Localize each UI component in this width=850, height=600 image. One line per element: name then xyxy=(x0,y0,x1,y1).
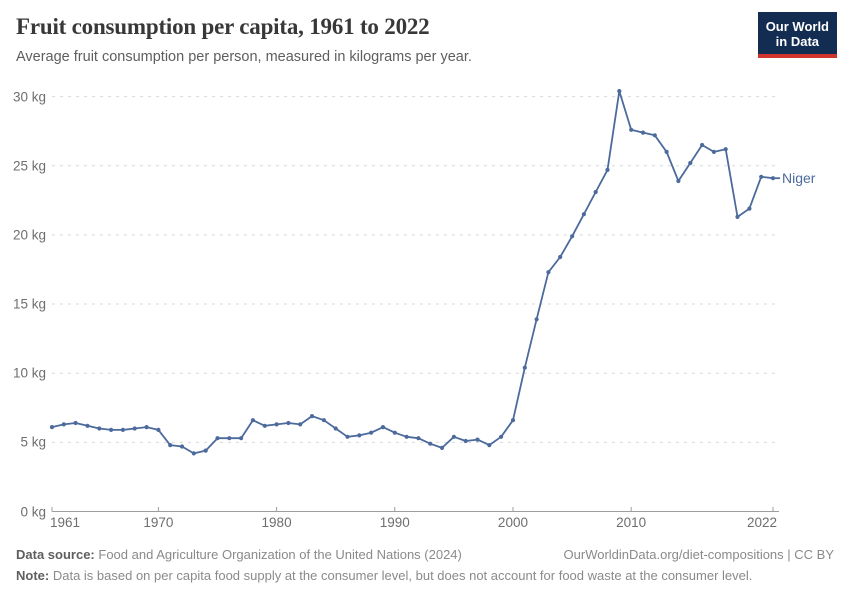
chart-subtitle: Average fruit consumption per person, me… xyxy=(16,49,472,65)
data-point[interactable] xyxy=(664,149,669,154)
note-label: Note: xyxy=(16,568,50,583)
data-point[interactable] xyxy=(404,434,409,439)
y-axis-tick-label: 30 kg xyxy=(12,89,46,105)
data-point[interactable] xyxy=(191,451,196,456)
data-point[interactable] xyxy=(49,425,55,430)
data-point[interactable] xyxy=(262,423,267,428)
x-axis-tick-label: 1980 xyxy=(261,515,292,530)
data-point[interactable] xyxy=(747,206,752,211)
y-axis-tick-label: 15 kg xyxy=(12,296,46,312)
data-line-niger[interactable] xyxy=(51,90,774,455)
data-point[interactable] xyxy=(61,422,66,427)
series-label-niger: Niger xyxy=(782,170,816,187)
data-point[interactable] xyxy=(85,423,90,428)
data-point[interactable] xyxy=(558,254,563,260)
data-point[interactable] xyxy=(510,418,516,423)
footer-note-row: Note: Data is based on per capita food s… xyxy=(16,568,834,583)
data-point[interactable] xyxy=(546,270,551,275)
data-point[interactable] xyxy=(770,176,776,181)
data-point[interactable] xyxy=(369,430,374,435)
data-point[interactable] xyxy=(156,427,161,432)
data-point[interactable] xyxy=(640,130,646,135)
data-point[interactable] xyxy=(534,317,539,322)
data-point[interactable] xyxy=(475,437,480,442)
page-title: Fruit consumption per capita, 1961 to 20… xyxy=(16,14,430,39)
x-axis-tick-label: 1961 xyxy=(50,515,81,530)
data-point[interactable] xyxy=(593,189,598,195)
data-point[interactable] xyxy=(97,426,102,431)
data-point[interactable] xyxy=(487,443,492,448)
data-point[interactable] xyxy=(333,426,338,431)
owid-logo-line1: Our World xyxy=(765,19,829,34)
data-point[interactable] xyxy=(239,436,244,441)
data-point[interactable] xyxy=(250,418,255,423)
data-point[interactable] xyxy=(428,441,433,446)
data-point[interactable] xyxy=(676,178,681,184)
data-point[interactable] xyxy=(227,436,232,441)
data-point[interactable] xyxy=(735,214,740,219)
data-source-text: Data source: Food and Agriculture Organi… xyxy=(16,547,462,562)
data-point[interactable] xyxy=(309,414,315,419)
data-point[interactable] xyxy=(581,212,587,217)
data-point[interactable] xyxy=(321,418,326,423)
x-axis-tick-label: 1970 xyxy=(143,515,174,530)
data-point[interactable] xyxy=(345,434,350,439)
data-point[interactable] xyxy=(759,174,764,179)
data-point[interactable] xyxy=(522,365,527,370)
data-point[interactable] xyxy=(700,142,705,148)
data-point[interactable] xyxy=(652,133,657,138)
data-point[interactable] xyxy=(120,427,125,432)
data-point[interactable] xyxy=(73,420,78,426)
data-point[interactable] xyxy=(463,438,468,444)
note-text: Data is based on per capita food supply … xyxy=(52,568,753,583)
data-point[interactable] xyxy=(711,149,717,154)
x-axis-tick-label: 1990 xyxy=(379,515,410,530)
data-point[interactable] xyxy=(723,147,728,152)
attribution-link[interactable]: OurWorldinData.org/diet-compositions | C… xyxy=(563,547,834,562)
data-point[interactable] xyxy=(203,448,208,453)
data-source-label: Data source: xyxy=(16,547,95,562)
owid-logo-line2: in Data xyxy=(775,34,820,49)
data-point[interactable] xyxy=(132,426,137,431)
data-point[interactable] xyxy=(357,433,362,438)
y-axis-tick-label: 0 kg xyxy=(20,504,46,519)
y-axis-tick-label: 5 kg xyxy=(20,434,46,450)
footer-source-row: Data source: Food and Agriculture Organi… xyxy=(16,547,834,562)
data-point[interactable] xyxy=(605,167,610,172)
data-source-value: Food and Agriculture Organization of the… xyxy=(98,547,462,562)
y-axis-tick-label: 20 kg xyxy=(12,227,46,243)
data-point[interactable] xyxy=(392,430,397,435)
data-point[interactable] xyxy=(499,434,504,439)
data-point[interactable] xyxy=(688,160,693,166)
data-point[interactable] xyxy=(215,436,220,441)
x-axis-tick-label: 2000 xyxy=(497,515,528,530)
data-point[interactable] xyxy=(570,234,575,239)
data-point[interactable] xyxy=(168,443,173,448)
data-point[interactable] xyxy=(629,127,634,132)
data-point[interactable] xyxy=(286,420,291,426)
data-point[interactable] xyxy=(380,425,386,430)
data-point[interactable] xyxy=(416,436,421,441)
x-axis-tick-label: 2022 xyxy=(746,515,778,530)
y-axis-tick-label: 25 kg xyxy=(12,158,46,174)
data-point[interactable] xyxy=(274,422,279,427)
data-point[interactable] xyxy=(617,89,622,94)
data-point[interactable] xyxy=(298,422,303,427)
data-point[interactable] xyxy=(439,445,445,450)
x-axis-tick-label: 2010 xyxy=(616,515,647,530)
data-point[interactable] xyxy=(144,425,149,430)
data-point[interactable] xyxy=(451,434,456,439)
y-axis-tick-label: 10 kg xyxy=(12,365,46,381)
data-point[interactable] xyxy=(109,427,114,432)
data-point[interactable] xyxy=(179,444,185,449)
owid-logo[interactable]: Our World in Data xyxy=(757,12,837,58)
